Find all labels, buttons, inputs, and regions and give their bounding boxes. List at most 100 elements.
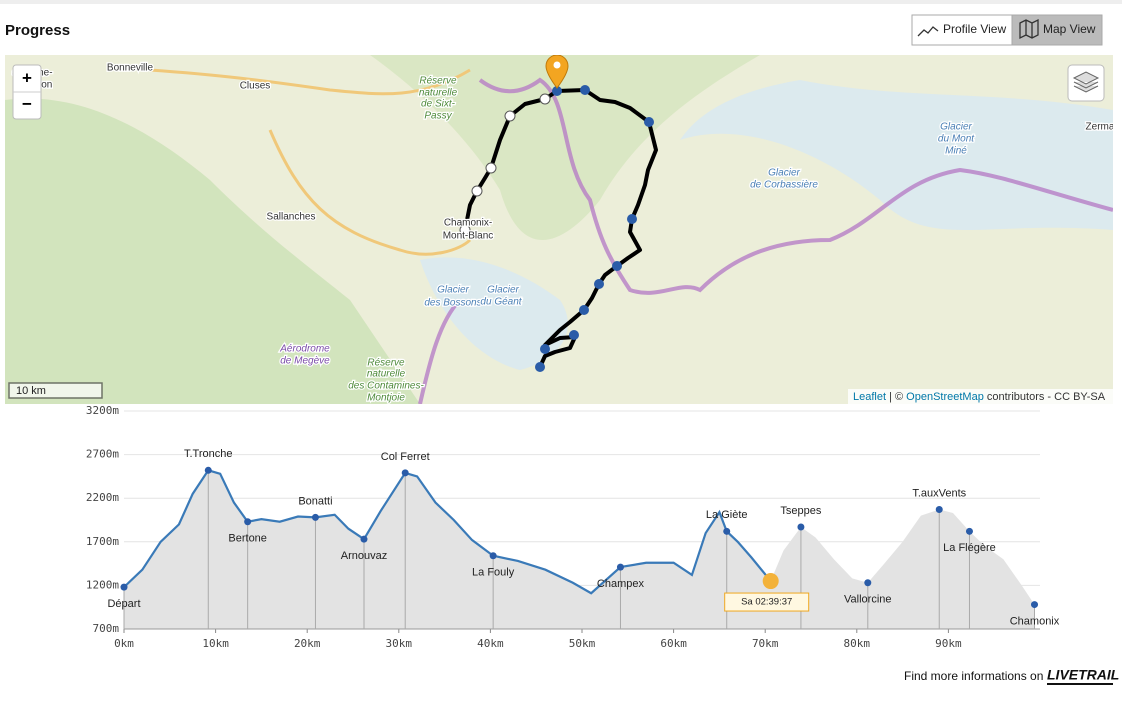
map-label: Glacier	[768, 168, 800, 179]
runner-tag	[724, 592, 810, 612]
checkpoint-dot[interactable]	[539, 93, 551, 105]
progress-line	[123, 469, 772, 595]
map-label: Passy	[424, 111, 452, 122]
map-label: Sallanches	[267, 212, 316, 223]
map-label: Cluses	[240, 81, 271, 92]
checkpoint-dot[interactable]	[594, 279, 604, 289]
top-strip	[0, 0, 1122, 4]
elevation-profile: 3200m 2700m 2200m 1700m 1200m 700m 0km 10km 20km…	[86, 404, 1060, 650]
map-label: Bonneville	[107, 63, 154, 74]
x-tick-label: 50km	[569, 637, 596, 650]
map-label: naturelle	[419, 88, 458, 99]
checkpoint-dot[interactable]	[360, 535, 368, 543]
checkpoint-dot[interactable]	[485, 162, 497, 174]
checkpoint-dot[interactable]	[311, 513, 319, 521]
checkpoint-dot[interactable]	[1031, 601, 1039, 609]
checkpoint-dot[interactable]	[579, 305, 589, 315]
checkpoint-label: La Fouly	[472, 567, 515, 579]
checkpoint-dot[interactable]	[797, 523, 805, 531]
x-tick-label: 70km	[752, 637, 779, 650]
x-tick-label: 60km	[660, 637, 687, 650]
button-label[interactable]: Map View	[1043, 22, 1096, 36]
map-label: Mont-Blanc	[443, 231, 494, 242]
profile-button[interactable]	[911, 14, 1013, 46]
checkpoint-dot[interactable]	[965, 527, 973, 535]
glacier	[680, 80, 1113, 230]
checkpoint-dot[interactable]	[244, 518, 252, 526]
zoom-out[interactable]: −	[22, 94, 32, 113]
footer-text: Find more informations on	[904, 669, 1043, 683]
checkpoint-dot[interactable]	[935, 506, 943, 514]
checkpoint-label: La Giète	[706, 509, 748, 521]
attr-text: | ©	[886, 391, 906, 403]
checkpoint-dot[interactable]	[401, 469, 409, 477]
checkpoint-dot[interactable]	[459, 224, 471, 236]
runner-time: Sa 02:39:37	[741, 597, 792, 608]
road	[149, 68, 471, 96]
y-tick-label: 1200m	[86, 578, 119, 591]
map-label: Réserve	[419, 76, 457, 87]
attr-link[interactable]: OpenStreetMap	[906, 391, 984, 403]
checkpoint-label: T.auxVents	[912, 487, 966, 499]
checkpoint-label: Bertone	[228, 533, 267, 545]
section-title: Progress	[5, 22, 70, 39]
view-toggle: Profile View Map View	[911, 14, 1103, 46]
checkpoint-dot[interactable]	[644, 117, 654, 127]
map-label: de Sixt-	[421, 99, 456, 110]
checkpoint-dot[interactable]	[552, 86, 562, 96]
checkpoint-dot[interactable]	[616, 563, 624, 571]
map-label: Aérodrome	[279, 344, 330, 355]
checkpoint-dot[interactable]	[204, 466, 212, 474]
x-tick-label: 90km	[935, 637, 962, 650]
checkpoint-dot[interactable]	[535, 362, 545, 372]
zoom-in[interactable]: +	[22, 68, 32, 87]
border	[418, 298, 462, 404]
y-tick-label: 1700m	[86, 535, 119, 548]
checkpoint-dot[interactable]	[471, 185, 483, 197]
footer-logo[interactable]: LIVETRAIL	[1047, 667, 1119, 683]
checkpoint-label: T.Tronche	[184, 448, 233, 460]
map-label: Montjoie	[367, 393, 405, 404]
x-tick-label: 20km	[294, 637, 321, 650]
border	[478, 77, 1113, 295]
x-tick-label: 80km	[844, 637, 871, 650]
map-label: Miné	[945, 146, 967, 157]
layers-button[interactable]	[1067, 64, 1105, 102]
x-tick-label: 40km	[477, 637, 504, 650]
checkpoint-dot[interactable]	[120, 583, 128, 591]
button-label[interactable]: Profile View	[943, 22, 1006, 36]
checkpoint-label: Vallorcine	[844, 594, 892, 606]
runner-pin[interactable]	[545, 55, 569, 89]
checkpoint-dot[interactable]	[723, 527, 731, 535]
y-tick-label: 2700m	[86, 448, 119, 461]
pin-dot	[553, 61, 561, 69]
runner-dot[interactable]	[762, 573, 779, 590]
map-label: Glacier	[487, 285, 519, 296]
map-label: Réserve	[367, 358, 405, 369]
passed-checkpoints	[459, 93, 551, 236]
scale-bar	[8, 382, 103, 399]
checkpoint-dot[interactable]	[504, 110, 516, 122]
checkpoint-dot[interactable]	[489, 552, 497, 560]
road	[268, 129, 472, 256]
next-checkpoints	[535, 85, 654, 372]
forest	[370, 55, 760, 240]
profile-icon	[917, 26, 939, 37]
attr-link[interactable]: Leaflet	[853, 391, 886, 403]
map-label: de Megève	[280, 356, 330, 367]
checkpoint-dot[interactable]	[627, 214, 637, 224]
checkpoint-dot[interactable]	[580, 85, 590, 95]
map-label: Zerma	[1086, 122, 1115, 133]
scale-label: 10 km	[16, 385, 46, 397]
glacier	[420, 257, 568, 370]
checkpoint-dot[interactable]	[569, 330, 579, 340]
map[interactable]: a Roche-ur-ForonBonnevilleClusesRéserven…	[5, 55, 1115, 404]
checkpoint-dot[interactable]	[612, 261, 622, 271]
attr-text: contributors - CC BY-SA	[984, 391, 1106, 403]
checkpoint-label: Bonatti	[298, 495, 332, 507]
checkpoint-dot[interactable]	[540, 344, 550, 354]
map-label: du Mont	[938, 134, 975, 145]
checkpoint-dot[interactable]	[864, 579, 872, 587]
